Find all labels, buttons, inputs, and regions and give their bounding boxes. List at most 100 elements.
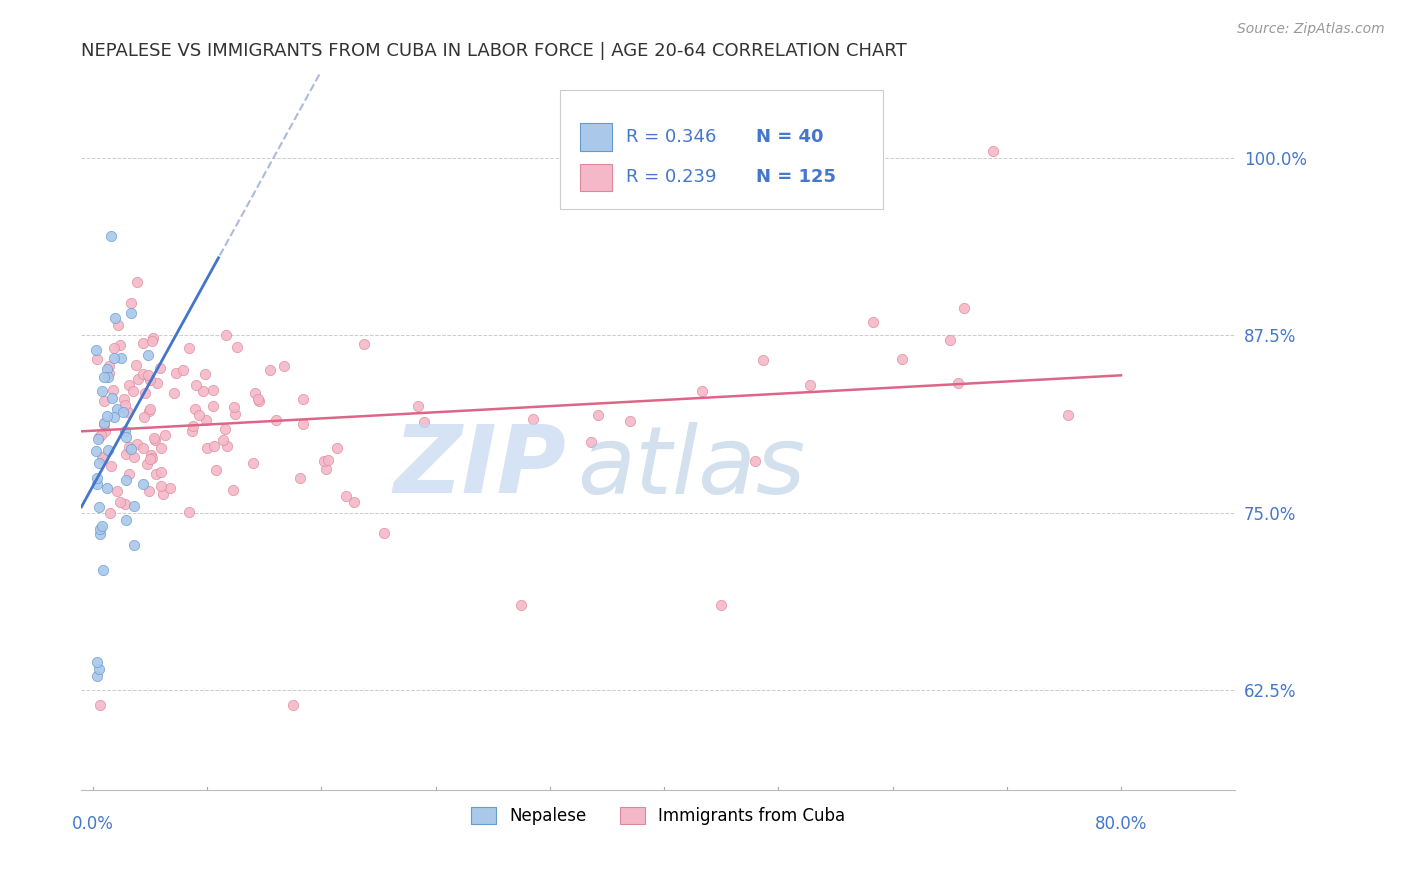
Point bbox=[183, 402, 205, 417]
Point bbox=[862, 315, 884, 329]
Point bbox=[105, 483, 128, 498]
Point bbox=[118, 377, 141, 392]
Legend: Nepalese, Immigrants from Cuba: Nepalese, Immigrants from Cuba bbox=[464, 800, 852, 832]
Point bbox=[136, 349, 159, 363]
Point bbox=[115, 473, 138, 487]
Point bbox=[291, 392, 314, 406]
Point bbox=[97, 370, 120, 384]
Point bbox=[259, 363, 281, 377]
Point bbox=[120, 442, 142, 456]
Point bbox=[105, 402, 128, 417]
Point bbox=[211, 433, 233, 447]
Point bbox=[111, 405, 134, 419]
Point bbox=[172, 363, 194, 377]
Point bbox=[145, 376, 167, 391]
Point bbox=[118, 467, 141, 482]
Point bbox=[90, 450, 112, 464]
Point bbox=[120, 306, 142, 320]
Point bbox=[953, 301, 976, 315]
Point bbox=[91, 450, 114, 465]
Point bbox=[315, 462, 337, 476]
Point bbox=[100, 458, 122, 473]
Point bbox=[107, 318, 129, 332]
Point bbox=[131, 477, 153, 491]
Text: atlas: atlas bbox=[578, 422, 806, 513]
Point bbox=[183, 419, 205, 434]
Point bbox=[84, 343, 107, 357]
Point bbox=[86, 432, 108, 446]
Point bbox=[138, 484, 160, 499]
Point bbox=[86, 669, 108, 683]
Text: R = 0.239: R = 0.239 bbox=[626, 169, 717, 186]
Point bbox=[751, 352, 773, 367]
Point bbox=[86, 655, 108, 669]
Point bbox=[93, 393, 115, 408]
Point bbox=[314, 453, 336, 467]
Point bbox=[89, 522, 111, 536]
Point bbox=[177, 504, 200, 518]
Point bbox=[98, 367, 121, 381]
Point bbox=[152, 487, 174, 501]
Point bbox=[125, 358, 148, 372]
Point bbox=[353, 336, 375, 351]
Point bbox=[114, 398, 136, 412]
Point bbox=[117, 405, 139, 419]
Point bbox=[104, 310, 127, 325]
Text: Source: ZipAtlas.com: Source: ZipAtlas.com bbox=[1237, 22, 1385, 37]
FancyBboxPatch shape bbox=[560, 90, 883, 209]
Point bbox=[118, 440, 141, 454]
Point bbox=[292, 417, 315, 431]
Point bbox=[108, 337, 131, 351]
Point bbox=[103, 409, 125, 424]
Point bbox=[201, 384, 224, 398]
Point bbox=[145, 467, 167, 482]
Point bbox=[110, 351, 132, 365]
Point bbox=[288, 471, 311, 485]
Point bbox=[281, 698, 304, 712]
Point bbox=[101, 383, 124, 397]
Point bbox=[981, 144, 1004, 158]
Point bbox=[115, 447, 138, 461]
Point bbox=[180, 425, 202, 439]
Point bbox=[326, 441, 349, 455]
Point bbox=[93, 417, 115, 431]
Point bbox=[87, 662, 110, 676]
Point bbox=[343, 495, 366, 509]
Point bbox=[184, 378, 207, 392]
Point bbox=[89, 698, 111, 712]
Point bbox=[139, 373, 162, 387]
Point bbox=[224, 407, 246, 421]
Point bbox=[188, 409, 211, 423]
Point bbox=[98, 359, 121, 373]
Point bbox=[125, 436, 148, 450]
Point bbox=[149, 479, 172, 493]
Point bbox=[86, 351, 108, 366]
Point bbox=[96, 361, 118, 376]
Point bbox=[205, 463, 228, 477]
Point bbox=[141, 334, 163, 348]
Point bbox=[114, 513, 136, 527]
Point bbox=[139, 402, 162, 417]
Point bbox=[139, 448, 162, 462]
Point bbox=[246, 392, 269, 406]
Point bbox=[125, 275, 148, 289]
Bar bbox=[579, 123, 612, 151]
Point bbox=[122, 538, 145, 552]
Point bbox=[135, 457, 157, 471]
Point bbox=[143, 433, 166, 447]
Point bbox=[93, 370, 115, 384]
Point bbox=[103, 351, 125, 365]
Point bbox=[222, 400, 245, 414]
Point bbox=[132, 335, 155, 350]
Point bbox=[93, 417, 115, 431]
Point bbox=[373, 525, 395, 540]
Point bbox=[335, 489, 357, 503]
Point bbox=[89, 430, 111, 444]
Point bbox=[86, 471, 108, 485]
Point bbox=[136, 368, 159, 382]
Point bbox=[799, 378, 821, 392]
Point bbox=[96, 409, 118, 424]
Point bbox=[273, 359, 295, 373]
Point bbox=[98, 506, 121, 520]
Point bbox=[155, 427, 177, 442]
